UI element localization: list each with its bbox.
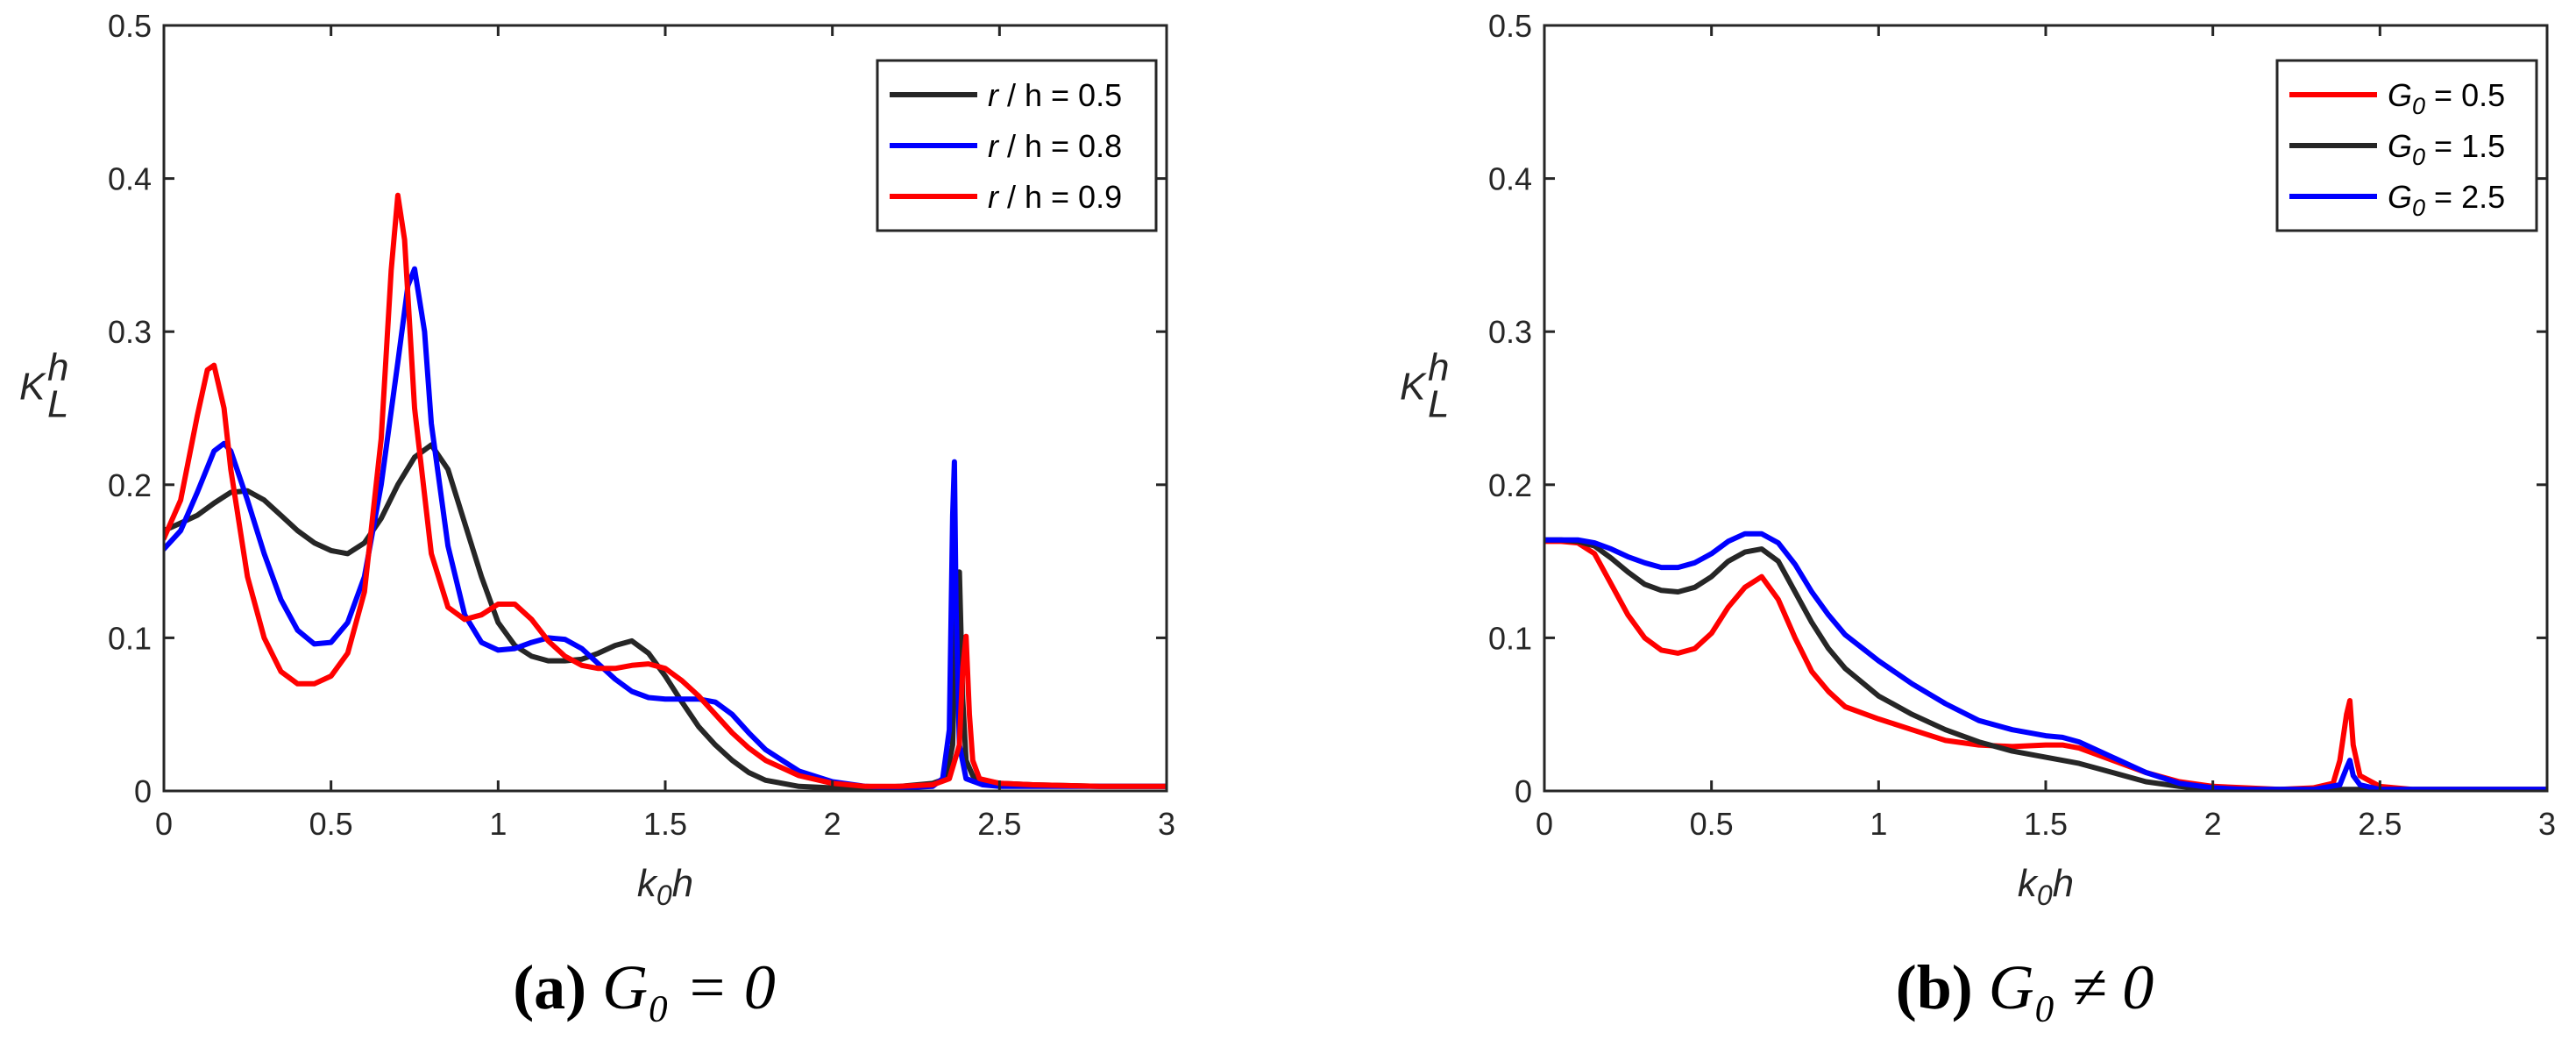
series-line-3: [164, 192, 1167, 789]
series-line-2: [164, 266, 1167, 791]
legend-box: [2275, 59, 2538, 232]
legend-label-2: r / h = 0.8: [988, 128, 1122, 164]
x-tick-label: 2.5: [977, 806, 1021, 842]
legend-label-3: G0 = 2.5: [2388, 179, 2505, 221]
y-tick-label: 0.2: [1488, 467, 1532, 503]
x-tick-label: 0.5: [309, 806, 353, 842]
x-tick-label: 3: [2538, 806, 2556, 842]
legend-label-1: r / h = 0.5: [988, 77, 1122, 113]
y-tick-label: 0.1: [108, 620, 152, 656]
y-tick-label: 0.3: [108, 314, 152, 350]
series-line-1: [1544, 538, 2547, 791]
panel-caption: (a) G₀ = 0: [513, 952, 776, 1022]
x-tick-label: 1.5: [2024, 806, 2068, 842]
y-tick-label: 0: [134, 773, 152, 809]
y-axis-label-sub: L: [1428, 383, 1449, 426]
y-tick-label: 0.4: [108, 161, 152, 197]
x-tick-label: 1: [1870, 806, 1887, 842]
y-tick-label: 0.4: [1488, 161, 1532, 197]
y-tick-label: 0.1: [1488, 620, 1532, 656]
legend-label-2: G0 = 1.5: [2388, 128, 2505, 170]
series-group: [1544, 531, 2547, 791]
y-tick-label: 0.5: [108, 8, 152, 44]
y-axis-label-base: K: [19, 366, 46, 409]
x-tick-label: 0: [155, 806, 173, 842]
x-tick-label: 0.5: [1690, 806, 1734, 842]
y-tick-label: 0.3: [1488, 314, 1532, 350]
legend-label-3: r / h = 0.9: [988, 179, 1122, 215]
y-tick-label: 0.2: [108, 467, 152, 503]
x-tick-label: 2.5: [2358, 806, 2402, 842]
y-axis-label-sup: h: [47, 346, 68, 389]
x-tick-label: 2: [824, 806, 841, 842]
chart-panel-1: 0 0.5 1 1.5 2 2.5 3 0 0.1 0.2 0.3 0.4 0.5 k0h K hLr / h…: [19, 8, 1175, 1022]
x-axis-label: k0h: [637, 862, 693, 911]
series-line-3: [1544, 531, 2547, 791]
x-tick-label: 1.5: [643, 806, 687, 842]
x-axis-label: k0h: [2018, 862, 2074, 911]
legend-label-1: G0 = 0.5: [2388, 77, 2505, 119]
legend: r / h = 0.5 r / h = 0.8 r / h = 0.9: [876, 59, 1158, 232]
y-tick-label: 0.5: [1488, 8, 1532, 44]
legend: G0 = 0.5 G0 = 1.5 G0 = 2.5: [2275, 59, 2538, 232]
y-tick-label: 0: [1515, 773, 1532, 809]
y-axis-label-sub: L: [47, 383, 68, 426]
y-axis-label-base: K: [1400, 366, 1427, 409]
panel-caption: (b) G₀ ≠ 0: [1896, 952, 2154, 1022]
x-tick-label: 1: [489, 806, 507, 842]
x-tick-label: 3: [1158, 806, 1175, 842]
x-tick-label: 0: [1536, 806, 1553, 842]
chart-panel-2: 0 0.5 1 1.5 2 2.5 3 0 0.1 0.2 0.3 0.4 0.5 k0h K hL G0 = …: [1400, 8, 2556, 1022]
y-axis-label-sup: h: [1428, 346, 1449, 389]
series-group: [164, 192, 1167, 791]
x-tick-label: 2: [2204, 806, 2222, 842]
